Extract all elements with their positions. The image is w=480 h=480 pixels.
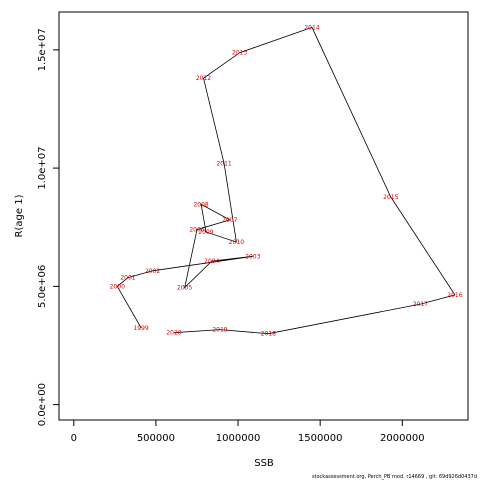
x-tick-label: 2000000: [380, 433, 425, 444]
point-label-2001: 2001: [120, 275, 135, 282]
series-line: [116, 26, 456, 335]
point-label-2003: 2003: [245, 253, 260, 260]
x-tick-label: 1500000: [298, 433, 343, 444]
point-label-2004: 2004: [204, 258, 219, 265]
point-label-2014: 2014: [304, 24, 319, 31]
point-label-2019: 2019: [212, 327, 227, 334]
point-label-2007: 2007: [222, 217, 237, 224]
y-tick-label: 1.0e+07: [37, 147, 48, 190]
point-label-2008: 2008: [193, 201, 208, 208]
point-label-2000: 2000: [110, 283, 125, 290]
point-label-2010: 2010: [229, 239, 244, 246]
point-label-2017: 2017: [413, 301, 428, 308]
x-axis: 0 500000 1000000 1500000 2000000: [71, 419, 425, 444]
point-label-2015: 2015: [383, 194, 398, 201]
x-tick-label: 500000: [137, 433, 175, 444]
point-label-2011: 2011: [216, 160, 231, 167]
plot-frame: [58, 11, 469, 421]
y-axis: 0.0e+00 5.0e+06 1.0e+07 1.5e+07: [37, 28, 60, 426]
point-label-2018: 2018: [261, 331, 276, 338]
point-label-2013: 2013: [232, 50, 247, 57]
y-tick-label: 5.0e+06: [37, 265, 48, 308]
x-tick-label: 1000000: [216, 433, 261, 444]
point-label-2016: 2016: [447, 292, 462, 299]
point-label-2005: 2005: [177, 285, 192, 292]
y-axis-title: R(age 1): [14, 194, 25, 237]
point-label-2012: 2012: [196, 75, 211, 82]
footer-credit: stockassessment.org, Perch_PB mod. r1466…: [312, 474, 477, 480]
point-label-1999: 1999: [133, 325, 148, 332]
y-tick-label: 1.5e+07: [37, 28, 48, 71]
point-label-2006: 2006: [189, 227, 204, 234]
point-label-2009: 2009: [198, 229, 213, 236]
x-tick-label: 0: [71, 433, 77, 444]
y-tick-label: 0.0e+00: [37, 383, 48, 426]
x-axis-title: SSB: [254, 458, 274, 469]
point-label-2002: 2002: [145, 268, 160, 275]
point-label-2020: 2020: [166, 330, 181, 337]
